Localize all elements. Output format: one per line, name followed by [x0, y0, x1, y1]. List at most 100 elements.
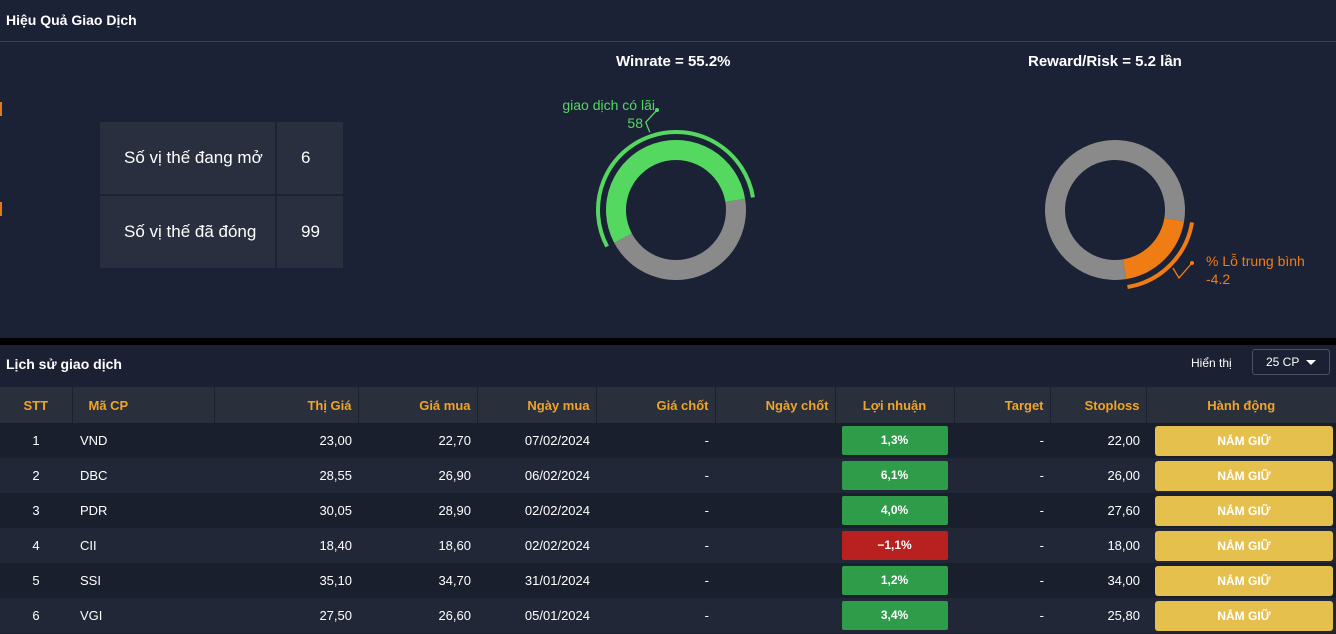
cell-gia-chot: -	[704, 538, 709, 553]
stat-label: Số vị thế đã đóng	[100, 196, 275, 268]
edge-marker	[0, 102, 2, 116]
column-header-stoploss[interactable]: Stoploss	[1050, 387, 1147, 423]
cell-ma-cp: PDR	[80, 503, 108, 518]
cell-ngay-chot	[715, 458, 835, 493]
cell-ngay-chot	[715, 598, 835, 633]
column-header-target[interactable]: Target	[954, 387, 1051, 423]
profit-badge: 1,3%	[841, 426, 948, 455]
cell-target: -	[1039, 573, 1044, 588]
table-row[interactable]: 1 VND 23,00 22,70 07/02/2024 - 1,3% - 22,00 NẮM G…	[0, 423, 1336, 458]
winrate-win-segment	[606, 140, 746, 243]
cell-stoploss: 22,00	[1107, 433, 1140, 448]
cell-thi-gia: 35,10	[319, 573, 352, 588]
cell-hanh-dong: NẮM GIỮ	[1146, 493, 1336, 528]
table-row[interactable]: 3 PDR 30,05 28,90 02/02/2024 - 4,0% - 27,60 NẮM G…	[0, 493, 1336, 528]
table-row[interactable]: 2 DBC 28,55 26,90 06/02/2024 - 6,1% - 26,00 NẮM G…	[0, 458, 1336, 493]
cell-stt: 6	[32, 608, 40, 623]
cell-loi-nhuan: 6,1%	[835, 458, 954, 493]
cell-ngay-mua: 06/02/2024	[524, 468, 590, 483]
panel-title: Hiệu Quả Giao Dịch	[6, 12, 137, 28]
cell-ngay-chot	[715, 493, 835, 528]
page-size-label: Hiển thị	[1191, 356, 1232, 370]
cell-ma-cp: VND	[80, 433, 108, 448]
profit-badge: 1,2%	[841, 566, 948, 595]
cell-gia-mua: 26,90	[438, 468, 471, 483]
cell-stt: 4	[32, 538, 40, 553]
cell-gia-chot: -	[704, 503, 709, 518]
column-header-stt[interactable]: STT	[0, 387, 73, 423]
cell-gia-mua: 28,90	[438, 503, 471, 518]
chevron-down-icon	[1306, 360, 1316, 365]
hold-button[interactable]: NẮM GIỮ	[1155, 565, 1333, 596]
page-size-select[interactable]: 25 CP	[1252, 349, 1330, 375]
cell-ngay-mua: 05/01/2024	[524, 608, 590, 623]
cell-gia-mua: 34,70	[438, 573, 471, 588]
cell-target: -	[1039, 503, 1044, 518]
reward-risk-title: Reward/Risk = 5.2 lần	[1028, 53, 1182, 70]
cell-hanh-dong: NẮM GIỮ	[1146, 423, 1336, 458]
stat-row-open: Số vị thế đang mở 6	[100, 122, 343, 194]
section-divider	[0, 338, 1336, 345]
column-header-ma-cp[interactable]: Mã CP	[72, 387, 215, 423]
hold-button[interactable]: NẮM GIỮ	[1155, 600, 1333, 631]
winrate-donut-chart: Số giao dịch có lãi 58	[560, 97, 755, 281]
column-header-hanh-dong: Hành động	[1207, 397, 1276, 413]
winrate-highlight-arc	[596, 130, 755, 248]
cell-stoploss: 25,80	[1107, 608, 1140, 623]
profit-badge: 3,4%	[841, 601, 948, 630]
cell-target: -	[1039, 608, 1044, 623]
history-title: Lịch sử giao dịch	[6, 356, 122, 372]
cell-loi-nhuan: 1,2%	[835, 563, 954, 598]
hold-button[interactable]: NẮM GIỮ	[1155, 530, 1333, 561]
winrate-callout-value: 58	[627, 115, 643, 131]
cell-hanh-dong: NẮM GIỮ	[1146, 563, 1336, 598]
cell-stoploss: 26,00	[1107, 468, 1140, 483]
cell-target: -	[1039, 468, 1044, 483]
cell-thi-gia: 30,05	[319, 503, 352, 518]
column-header-ngay-chot[interactable]: Ngày chốt	[715, 387, 836, 423]
performance-panel: Hiệu Quả Giao Dịch Số vị thế đang mở 6 S…	[0, 12, 1336, 289]
reward-callout-dot	[1190, 261, 1194, 265]
winrate-callout-label: Số giao dịch có lãi	[560, 97, 655, 113]
column-header-thi-gia[interactable]: Thị Giá	[214, 387, 359, 423]
stat-value: 99	[277, 196, 343, 268]
table-row[interactable]: 4 CII 18,40 18,60 02/02/2024 - −1,1% - 18,00 NẮM …	[0, 528, 1336, 563]
trade-history-panel: Lịch sử giao dịch Hiển thị 25 CP STT Mã …	[0, 345, 1336, 634]
reward-risk-donut-chart: % Lỗ trung bình -4.2	[1045, 139, 1305, 289]
cell-ma-cp: DBC	[80, 468, 108, 483]
reward-callout-label: % Lỗ trung bình	[1206, 253, 1305, 269]
cell-gia-mua: 26,60	[438, 608, 471, 623]
column-header-ngay-mua[interactable]: Ngày mua	[477, 387, 597, 423]
column-header-gia-chot[interactable]: Giá chốt	[596, 387, 716, 423]
cell-thi-gia: 18,40	[319, 538, 352, 553]
hold-button[interactable]: NẮM GIỮ	[1155, 495, 1333, 526]
cell-ngay-mua: 07/02/2024	[524, 433, 590, 448]
hold-button[interactable]: NẮM GIỮ	[1155, 425, 1333, 456]
hold-button[interactable]: NẮM GIỮ	[1155, 460, 1333, 491]
cell-hanh-dong: NẮM GIỮ	[1146, 598, 1336, 633]
stat-value: 6	[277, 122, 343, 194]
cell-stoploss: 18,00	[1107, 538, 1140, 553]
winrate-title: Winrate = 55.2%	[616, 53, 731, 70]
cell-gia-mua: 22,70	[438, 433, 471, 448]
cell-gia-chot: -	[704, 468, 709, 483]
table-row[interactable]: 6 VGI 27,50 26,60 05/01/2024 - 3,4% - 25,80 NẮM G…	[0, 598, 1336, 633]
cell-ma-cp: CII	[80, 538, 97, 553]
cell-stt: 5	[32, 573, 40, 588]
cell-ma-cp: VGI	[80, 608, 103, 623]
column-header-gia-mua[interactable]: Giá mua	[358, 387, 478, 423]
cell-stt: 2	[32, 468, 40, 483]
cell-stoploss: 27,60	[1107, 503, 1140, 518]
cell-stt: 1	[32, 433, 40, 448]
position-stats: Số vị thế đang mở 6 Số vị thế đã đóng 99	[100, 122, 343, 270]
stat-label: Số vị thế đang mở	[100, 122, 275, 194]
cell-ngay-chot	[715, 423, 835, 458]
cell-loi-nhuan: 3,4%	[835, 598, 954, 633]
reward-callout-line	[1172, 262, 1193, 280]
winrate-callout-line	[645, 109, 658, 133]
cell-hanh-dong: NẮM GIỮ	[1146, 528, 1336, 563]
table-row[interactable]: 5 SSI 35,10 34,70 31/01/2024 - 1,2% - 34,00 NẮM G…	[0, 563, 1336, 598]
cell-target: -	[1039, 433, 1044, 448]
column-header-loi-nhuan[interactable]: Lợi nhuận	[835, 387, 955, 423]
cell-loi-nhuan: −1,1%	[835, 528, 954, 563]
